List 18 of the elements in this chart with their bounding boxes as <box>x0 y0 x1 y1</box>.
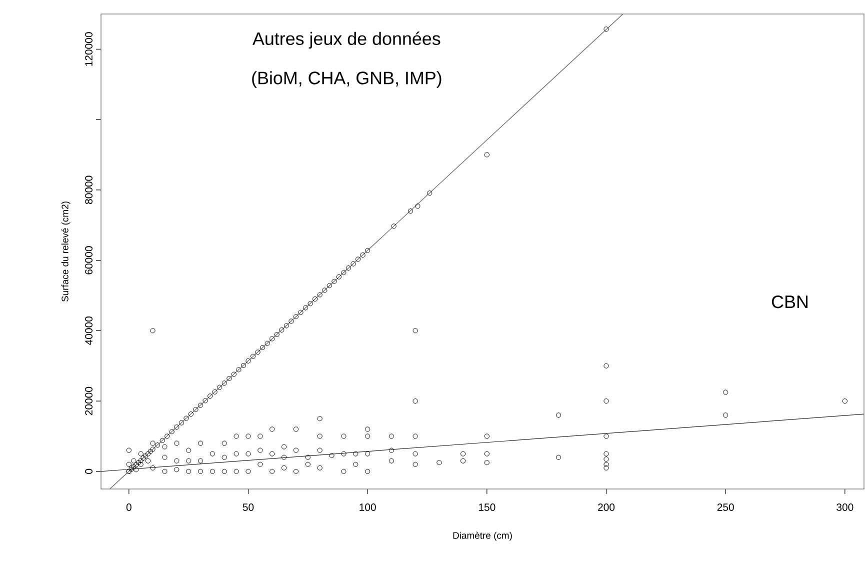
annotation: Autres jeux de données <box>252 32 440 49</box>
x-axis-title: Diamètre (cm) <box>453 532 512 541</box>
y-tick-label: 120000 <box>85 32 92 66</box>
x-tick-label: 0 <box>126 504 132 511</box>
x-tick-label: 50 <box>242 504 254 511</box>
x-tick-label: 150 <box>478 504 496 511</box>
x-tick-label: 100 <box>360 504 376 511</box>
annotation: CBN <box>772 295 808 308</box>
y-tick-label: 80000 <box>85 176 92 204</box>
y-tick-label: 60000 <box>85 246 92 274</box>
x-tick-label: 300 <box>836 504 854 511</box>
y-tick-label: 0 <box>85 468 92 474</box>
y-tick-label: 20000 <box>85 386 92 416</box>
x-tick-label: 200 <box>598 504 615 511</box>
y-axis-title: Surface du relevé (cm2) <box>61 202 70 302</box>
y-tick-label: 40000 <box>85 316 92 345</box>
x-tick-label: 250 <box>717 504 734 511</box>
annotation: (BioM, CHA, GNB, IMP) <box>252 71 442 88</box>
